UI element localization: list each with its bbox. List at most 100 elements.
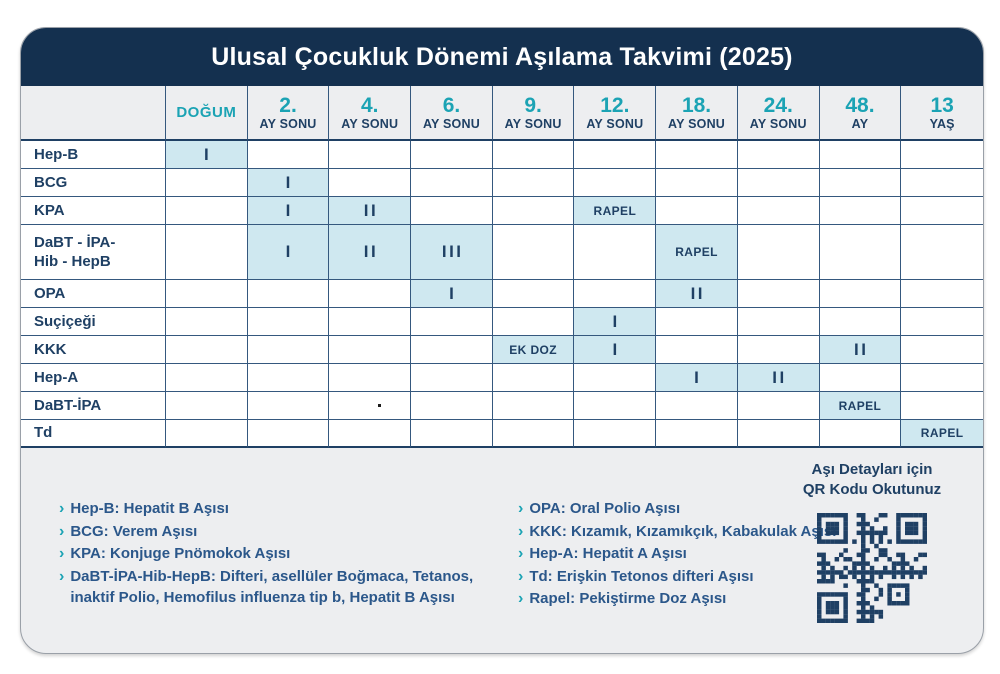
vaccination-schedule-card: Ulusal Çocukluk Dönemi Aşılama Takvimi (… bbox=[20, 27, 984, 654]
legend-item-text: Hep-A: Hepatit A Aşısı bbox=[529, 545, 687, 562]
schedule-cell: III bbox=[411, 225, 493, 280]
schedule-cell bbox=[574, 392, 657, 420]
schedule-cell bbox=[492, 225, 575, 280]
row-label: Hep-B bbox=[21, 141, 166, 169]
legend-item-text: Rapel: Pekiştirme Doz Aşısı bbox=[529, 590, 727, 607]
schedule-cell bbox=[329, 392, 412, 420]
schedule-cell bbox=[411, 169, 493, 197]
column-age-number: 4. bbox=[360, 93, 379, 117]
legend-item: › Rapel: Pekiştirme Doz Aşısı bbox=[518, 588, 836, 610]
dose-mark: RAPEL bbox=[838, 398, 882, 413]
legend-item-text: KPA: Konjuge Pnömokok Aşısı bbox=[70, 545, 291, 562]
column-age-unit: AY SONU bbox=[341, 116, 399, 131]
legend-item-text: KKK: Kızamık, Kızamıkçık, Kabakulak Aşıs… bbox=[529, 522, 837, 540]
qr-caption-line1: Aşı Detayları için bbox=[811, 461, 933, 478]
schedule-cell: I bbox=[574, 308, 657, 336]
schedule-cell bbox=[819, 141, 902, 169]
schedule-cell bbox=[656, 197, 738, 225]
column-age-number: 18. bbox=[681, 93, 712, 117]
schedule-cell bbox=[166, 336, 248, 364]
dose-mark: II bbox=[690, 283, 706, 303]
schedule-cell: RAPEL bbox=[819, 392, 902, 420]
schedule-cell bbox=[737, 225, 820, 280]
legend-item-text: Hep-B: Hepatit B Aşısı bbox=[70, 500, 229, 517]
schedule-cell bbox=[737, 336, 820, 364]
schedule-cell bbox=[166, 308, 248, 336]
schedule-cell bbox=[492, 280, 575, 308]
schedule-cell bbox=[411, 336, 493, 364]
schedule-cell bbox=[329, 336, 412, 364]
legend-column-left: › Hep-B: Hepatit B Aşısı › BCG: Verem Aşısı… bbox=[59, 498, 504, 610]
dose-mark: II bbox=[363, 200, 379, 220]
schedule-cell bbox=[329, 364, 412, 392]
chevron-right-icon: › bbox=[59, 500, 65, 517]
schedule-cell bbox=[492, 169, 575, 197]
schedule-cell bbox=[411, 141, 493, 169]
schedule-cell bbox=[247, 420, 330, 448]
page-title: Ulusal Çocukluk Dönemi Aşılama Takvimi (… bbox=[211, 42, 793, 71]
schedule-cell bbox=[166, 169, 248, 197]
column-header: 13 YAŞ bbox=[901, 86, 983, 141]
column-header: 2. AY SONU bbox=[247, 86, 330, 141]
chevron-right-icon: › bbox=[59, 545, 65, 562]
column-age-unit: AY SONU bbox=[504, 116, 562, 131]
dose-mark: II bbox=[772, 367, 787, 387]
legend-item: › OPA: Oral Polio Aşısı bbox=[518, 498, 836, 520]
schedule-cell: I bbox=[656, 364, 738, 392]
column-age-number: 48. bbox=[845, 93, 875, 117]
schedule-cell bbox=[329, 141, 412, 169]
schedule-cell bbox=[574, 141, 657, 169]
schedule-cell bbox=[492, 197, 575, 225]
schedule-cell: RAPEL bbox=[901, 420, 983, 448]
dose-mark: I bbox=[612, 339, 620, 359]
schedule-cell bbox=[492, 392, 575, 420]
chevron-right-icon: › bbox=[518, 545, 524, 562]
dose-mark: I bbox=[449, 283, 457, 303]
legend-item-text: Td: Erişkin Tetonos difteri Aşısı bbox=[529, 567, 754, 585]
dose-mark: I bbox=[612, 311, 620, 331]
schedule-cell bbox=[737, 169, 820, 197]
schedule-cell bbox=[411, 197, 493, 225]
dose-mark: II bbox=[363, 242, 379, 261]
column-age-unit: AY SONU bbox=[259, 116, 317, 131]
row-label: DaBT - İPA- Hib - HepB bbox=[21, 225, 166, 280]
qr-caption-line2: QR Kodu Okutunuz bbox=[802, 481, 942, 498]
dose-mark: I bbox=[203, 144, 212, 164]
column-age-number: 12. bbox=[600, 93, 630, 117]
schedule-cell bbox=[901, 197, 983, 225]
legend-area: › Hep-B: Hepatit B Aşısı › BCG: Verem Aşısı… bbox=[21, 448, 983, 653]
dose-mark: RAPEL bbox=[675, 245, 718, 259]
schedule-cell: I bbox=[247, 197, 330, 225]
schedule-cell bbox=[901, 225, 983, 280]
schedule-cell: II bbox=[737, 364, 820, 392]
schedule-cell bbox=[901, 364, 983, 392]
legend-column-right: › OPA: Oral Polio Aşısı › KKK: Kızamık, Kız… bbox=[518, 498, 836, 611]
title-band: Ulusal Çocukluk Dönemi Aşılama Takvimi (… bbox=[21, 28, 983, 86]
column-header: 48. AY bbox=[819, 86, 902, 141]
schedule-cell: I bbox=[411, 280, 493, 308]
schedule-cell bbox=[901, 336, 983, 364]
legend-item: › DaBT-İPA-Hib-HepB: Difteri, asellüler B… bbox=[59, 566, 504, 609]
schedule-cell bbox=[492, 141, 575, 169]
schedule-cell bbox=[819, 197, 902, 225]
column-age-unit: AY SONU bbox=[749, 116, 807, 131]
column-age-unit: AY SONU bbox=[668, 116, 726, 131]
schedule-cell: I bbox=[247, 225, 330, 280]
dose-mark: II bbox=[853, 339, 869, 359]
column-age-number: DOĞUM bbox=[176, 104, 237, 121]
row-label: Hep-A bbox=[21, 364, 166, 392]
column-header: 24. AY SONU bbox=[737, 86, 820, 141]
schedule-cell bbox=[901, 169, 983, 197]
schedule-cell: RAPEL bbox=[574, 197, 657, 225]
chevron-right-icon: › bbox=[518, 522, 524, 540]
schedule-cell bbox=[819, 420, 902, 448]
stray-dot bbox=[378, 404, 382, 407]
column-header: 6. AY SONU bbox=[411, 86, 493, 141]
schedule-cell: RAPEL bbox=[656, 225, 738, 280]
schedule-cell bbox=[166, 280, 248, 308]
legend-item-text: BCG: Verem Aşısı bbox=[70, 522, 198, 540]
schedule-cell bbox=[819, 169, 902, 197]
schedule-cell bbox=[329, 280, 412, 308]
schedule-cell bbox=[329, 308, 412, 336]
schedule-cell: II bbox=[329, 225, 412, 280]
